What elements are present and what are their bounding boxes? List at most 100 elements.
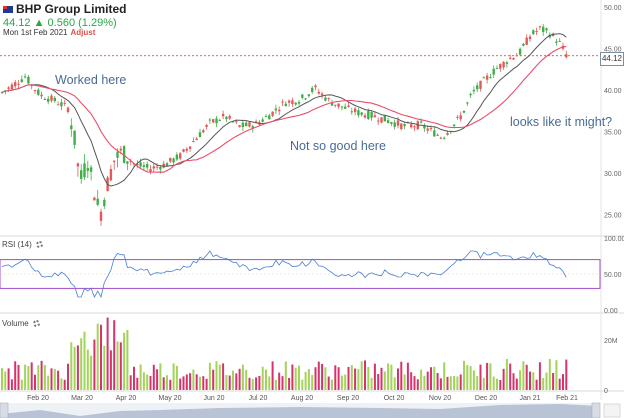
candle-body	[476, 85, 479, 90]
candle-body	[139, 162, 142, 167]
navigator-scroll-button	[603, 403, 621, 418]
candle-body	[149, 169, 152, 172]
candle-body	[551, 33, 555, 37]
rsi-tick-label: 0.00	[604, 308, 618, 315]
volume-bar	[37, 365, 40, 390]
candle-body	[367, 111, 370, 119]
volume-bar	[119, 342, 122, 390]
candle-body	[202, 130, 205, 133]
volume-bar	[410, 372, 413, 390]
candle-body	[337, 103, 340, 107]
candle-body	[443, 137, 446, 139]
candle-body	[89, 167, 93, 172]
candle-body	[17, 83, 20, 85]
annotation-worked-here: Worked here	[55, 73, 127, 87]
date-line: Mon 1st Feb 2021 Adjust	[3, 28, 95, 37]
volume-bar	[47, 375, 50, 390]
candle-body	[472, 89, 476, 92]
volume-bar	[182, 376, 185, 390]
volume-bar	[459, 374, 462, 390]
volume-bar	[43, 365, 46, 390]
candle-body	[542, 26, 545, 32]
candle-body	[169, 157, 172, 162]
candle-body	[492, 68, 495, 75]
volume-bar	[453, 375, 456, 390]
volume-bar	[248, 377, 251, 390]
volume-bar	[189, 373, 192, 390]
volume-bar	[258, 375, 261, 390]
candle-body	[393, 122, 396, 127]
candle-body	[426, 128, 429, 131]
volume-bar	[350, 365, 353, 390]
volume-bar	[93, 339, 96, 390]
price-tick-label: 40.00	[604, 88, 622, 95]
volume-bar	[525, 364, 528, 390]
volume-bar	[426, 371, 429, 390]
volume-tick-label: 20M	[604, 338, 618, 345]
volume-bar	[169, 379, 172, 390]
volume-bar	[113, 320, 116, 390]
candle-body	[198, 132, 202, 138]
volume-bar	[139, 364, 142, 390]
candle-body	[96, 198, 99, 205]
volume-bar	[519, 370, 522, 390]
adjust-toggle[interactable]: Adjust	[70, 28, 96, 37]
candle-body	[330, 102, 334, 106]
candle-body	[320, 93, 324, 96]
candle-body	[509, 57, 512, 59]
volume-bar	[215, 361, 218, 390]
candle-body	[146, 163, 149, 168]
month-tick-label: Nov 20	[429, 395, 451, 402]
volume-bar	[228, 375, 231, 390]
volume-bar	[555, 360, 558, 390]
candle-body	[357, 110, 360, 116]
volume-bar	[205, 378, 208, 390]
volume-bar	[70, 342, 73, 390]
candle-body	[37, 89, 40, 95]
candle-body	[423, 125, 426, 129]
candle-body	[83, 163, 86, 178]
candle-body	[499, 63, 502, 69]
candle-body	[142, 165, 146, 168]
volume-bar	[298, 365, 300, 390]
volume-bar	[327, 376, 330, 390]
candle-body	[485, 75, 489, 80]
candle-body	[228, 115, 231, 119]
volume-bar	[548, 358, 551, 390]
australia-flag-icon	[3, 6, 13, 14]
volume-bar	[380, 367, 383, 390]
candle-body	[347, 105, 350, 107]
candle-body	[482, 77, 485, 79]
month-tick-label: Mar 20	[71, 395, 93, 402]
gear-icon[interactable]	[32, 320, 40, 328]
candle-body	[436, 134, 439, 136]
volume-bar	[334, 365, 337, 390]
volume-bar	[149, 376, 152, 390]
candle-body	[215, 118, 218, 124]
candle-body	[188, 146, 192, 149]
candle-body	[103, 199, 106, 207]
candle-body	[66, 107, 70, 113]
candle-body	[353, 108, 357, 113]
volume-bar	[271, 361, 274, 390]
volume-bar	[354, 368, 357, 390]
candle-body	[452, 124, 456, 127]
volume-bar	[232, 370, 234, 390]
price-tick-label: 45.00	[604, 46, 622, 53]
volume-bar	[7, 368, 10, 390]
month-tick-label: Jan 21	[519, 395, 540, 402]
candle-body	[370, 112, 373, 118]
month-tick-label: Jun 20	[203, 395, 224, 402]
candle-body	[466, 102, 469, 104]
volume-bar	[390, 364, 393, 390]
candle-body	[278, 109, 281, 112]
volume-bar	[291, 364, 294, 390]
candle-body	[479, 80, 482, 89]
gear-icon[interactable]	[35, 241, 43, 249]
volume-bar	[63, 379, 66, 390]
candle-body	[307, 94, 311, 97]
month-tick-label: Dec 20	[475, 395, 497, 402]
volume-bar	[245, 369, 248, 390]
candle-body	[429, 128, 433, 130]
